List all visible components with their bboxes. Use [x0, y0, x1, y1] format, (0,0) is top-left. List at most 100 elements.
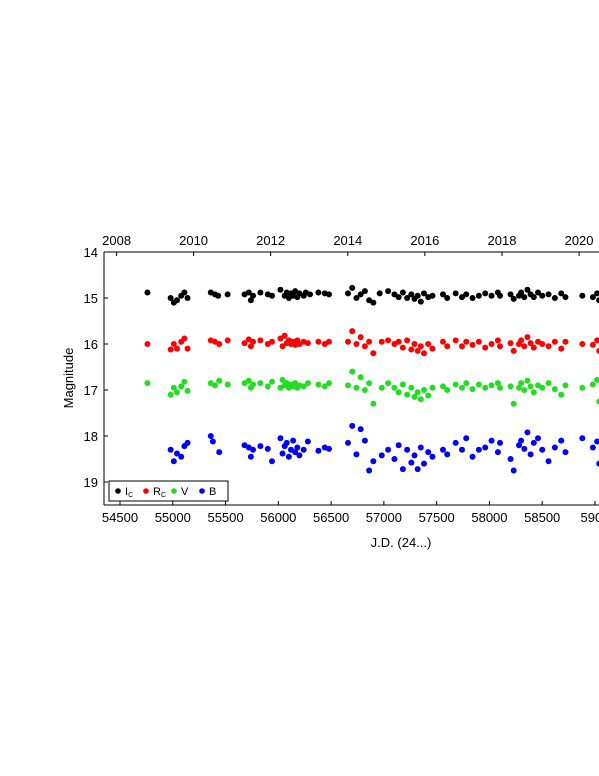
x-tick-label: 54500: [102, 510, 138, 525]
data-point: [366, 338, 373, 345]
data-point: [444, 451, 451, 458]
data-points: [144, 284, 599, 474]
data-point: [510, 347, 517, 354]
y-tick-label: 15: [84, 291, 98, 306]
legend-label: IC: [125, 486, 133, 499]
data-point: [524, 334, 531, 341]
data-point: [279, 343, 286, 350]
data-point: [421, 460, 427, 467]
data-point: [516, 442, 522, 449]
data-point: [357, 374, 364, 381]
x-tick-label: 55000: [155, 510, 191, 525]
data-point: [425, 341, 432, 347]
data-point: [558, 437, 565, 444]
data-point: [144, 380, 151, 387]
data-point: [482, 384, 489, 391]
data-point: [594, 290, 599, 297]
data-point: [404, 391, 411, 398]
y-tick-label: 14: [84, 245, 98, 260]
data-point: [315, 447, 322, 454]
data-point: [349, 328, 356, 335]
data-point: [408, 384, 415, 391]
data-point: [530, 439, 537, 446]
data-point: [527, 451, 534, 458]
data-point: [361, 288, 368, 295]
data-point: [579, 292, 586, 299]
data-point: [579, 341, 586, 347]
data-point: [589, 444, 596, 451]
data-point: [452, 381, 459, 388]
data-point: [281, 332, 288, 339]
data-point: [475, 446, 482, 453]
data-point: [404, 337, 411, 344]
data-point: [459, 446, 465, 453]
series-rc: [144, 328, 599, 357]
data-point: [459, 384, 465, 391]
data-point: [429, 292, 436, 299]
data-point: [245, 377, 252, 384]
data-point: [294, 444, 301, 451]
data-point: [507, 383, 514, 390]
legend-marker: [115, 488, 121, 494]
data-point: [269, 458, 275, 465]
data-point: [551, 444, 558, 451]
data-point: [353, 384, 360, 391]
data-point: [224, 337, 231, 344]
data-point: [279, 376, 286, 383]
data-point: [518, 380, 525, 387]
data-point: [440, 291, 446, 298]
data-point: [530, 389, 537, 396]
x-tick-label: 57500: [419, 510, 455, 525]
data-point: [545, 458, 552, 465]
top-tick-label: 2018: [488, 233, 517, 248]
data-point: [530, 294, 537, 301]
data-point: [488, 341, 495, 347]
data-point: [527, 340, 534, 347]
data-point: [579, 435, 586, 442]
data-point: [376, 290, 383, 297]
data-point: [247, 453, 254, 460]
data-point: [414, 466, 421, 473]
data-point: [349, 422, 356, 429]
data-point: [475, 381, 482, 388]
data-point: [482, 344, 489, 351]
data-point: [174, 297, 180, 304]
data-point: [269, 338, 275, 345]
data-point: [315, 338, 322, 345]
data-point: [539, 292, 546, 299]
data-point: [370, 299, 377, 306]
y-tick-label: 17: [84, 383, 98, 398]
data-point: [535, 435, 541, 442]
data-point: [353, 295, 360, 301]
data-point: [421, 290, 427, 297]
data-point: [421, 387, 427, 393]
data-point: [469, 453, 476, 460]
data-point: [404, 446, 411, 453]
data-point: [562, 449, 569, 456]
data-point: [250, 292, 256, 299]
data-point: [488, 292, 495, 299]
data-point: [488, 437, 495, 444]
data-point: [174, 450, 180, 457]
data-point: [399, 344, 406, 351]
data-point: [507, 456, 514, 462]
x-tick-label: 55500: [207, 510, 243, 525]
data-point: [518, 337, 525, 344]
data-point: [326, 380, 332, 387]
data-point: [417, 343, 424, 350]
data-point: [417, 444, 424, 451]
data-point: [224, 291, 231, 298]
data-point: [321, 383, 328, 390]
data-point: [300, 383, 307, 390]
data-point: [391, 456, 398, 462]
data-point: [589, 294, 596, 301]
data-point: [518, 289, 525, 296]
data-point: [452, 337, 459, 344]
data-point: [545, 343, 552, 350]
data-point: [510, 295, 517, 302]
data-point: [440, 338, 446, 345]
data-point: [277, 435, 284, 442]
data-point: [551, 386, 558, 393]
data-point: [326, 338, 332, 345]
